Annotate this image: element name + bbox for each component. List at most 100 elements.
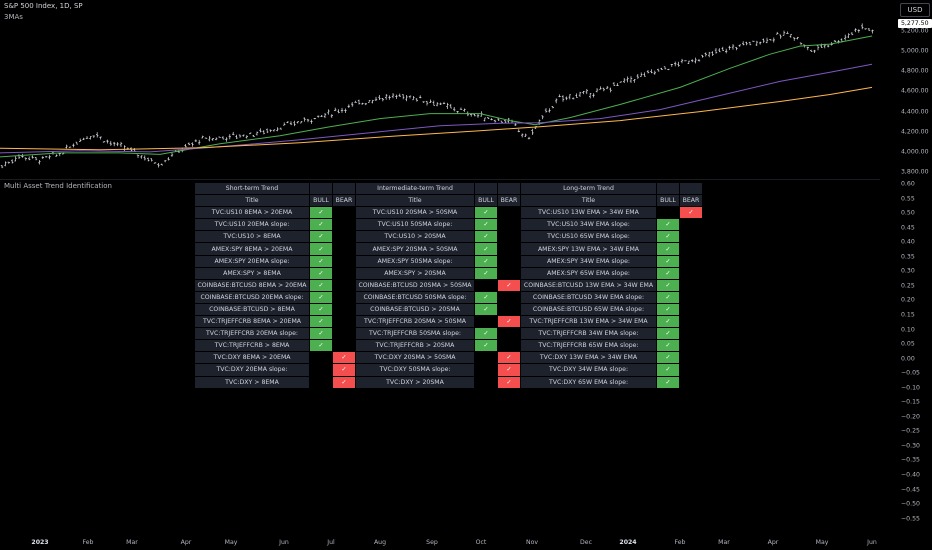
indicator-tick-label: 0.40 (901, 238, 915, 246)
condition-title-mid: AMEX:SPY 50SMA slope: (355, 254, 475, 268)
indicator-tick-label: −0.55 (901, 515, 920, 523)
price-chart[interactable] (0, 0, 880, 180)
bull-cell-mid: ✓ (474, 339, 498, 353)
condition-title-short: AMEX:SPY > 8EMA (194, 266, 310, 280)
bear-cell-long (679, 218, 703, 232)
condition-title-short: TVC:US10 20EMA slope: (194, 218, 310, 232)
time-tick-label: Nov (525, 539, 539, 546)
bull-cell-long: ✓ (656, 254, 680, 268)
pane-divider[interactable] (0, 179, 880, 180)
bear-cell-mid (497, 254, 521, 268)
condition-title-long: TVC:DXY 65W EMA slope: (520, 375, 657, 389)
bull-cell-long (656, 206, 680, 220)
bear-cell-short (332, 327, 356, 341)
indicator-tick-label: 0.10 (901, 326, 915, 333)
table-row: COINBASE:BTCUSD 20EMA slope: ✓ COINBASE:BT… (194, 290, 703, 304)
condition-title-long: TVC:US10 13W EMA > 34W EMA (520, 206, 657, 220)
bear-cell-short (332, 242, 356, 256)
subpane-label[interactable]: Multi Asset Trend Identification (4, 182, 112, 190)
condition-title-mid: COINBASE:BTCUSD > 20SMA (355, 302, 475, 317)
table-row: AMEX:SPY 20EMA slope: ✓ AMEX:SPY 50SMA slo… (194, 254, 703, 268)
indicator-label[interactable]: 3MAs (4, 13, 23, 21)
bull-cell-short: ✓ (309, 315, 333, 329)
time-tick-label: Mar (718, 539, 730, 546)
col-bull-long: BULL (656, 194, 680, 208)
bear-cell-long (679, 278, 703, 292)
bull-cell-short: ✓ (309, 242, 333, 256)
chart-title[interactable]: S&P 500 Index, 1D, SP (4, 2, 83, 10)
bear-col-short-top (332, 181, 356, 196)
table-row: AMEX:SPY 8EMA > 20EMA ✓ AMEX:SPY 20SMA > 5… (194, 242, 703, 256)
indicator-tick-label: −0.30 (901, 442, 920, 450)
bear-cell-mid: ✓ (497, 375, 521, 389)
time-axis[interactable]: 2023 Feb Mar Apr May Jun Jul Aug Sep Oct Nov Dec 202… (0, 530, 880, 550)
time-tick-label: Jun (867, 539, 877, 546)
table-row: TVC:TRJEFFCRB > 8EMA ✓ TVC:TRJEFFCRB > 20S… (194, 339, 703, 353)
bull-cell-long: ✓ (656, 339, 680, 353)
bear-cell-mid: ✓ (497, 363, 521, 377)
indicator-tick-label: −0.35 (901, 456, 920, 464)
col-bear-mid: BEAR (497, 194, 521, 208)
bull-col-mid-top (474, 181, 498, 196)
indicator-tick-label: 0.35 (901, 253, 915, 261)
bull-cell-short: ✓ (309, 230, 333, 244)
bear-cell-mid (497, 290, 521, 304)
col-title-short: Title (194, 194, 310, 208)
condition-title-long: AMEX:SPY 34W EMA slope: (520, 254, 657, 268)
bull-cell-long: ✓ (656, 218, 680, 232)
time-tick-label: Feb (82, 539, 94, 546)
condition-title-mid: TVC:DXY > 20SMA (355, 375, 475, 389)
price-tick-label: 4,400.00 (901, 108, 929, 116)
bull-cell-short (309, 351, 333, 365)
time-tick-label: Mar (126, 539, 138, 546)
indicator-axis[interactable]: 0.60 0.55 0.50 0.45 0.40 0.35 0.30 0.25 0.20 0.15… (880, 180, 932, 530)
bear-cell-long (679, 230, 703, 244)
table-row: TVC:DXY 20EMA slope: ✓ TVC:DXY 50SMA slope… (194, 363, 703, 377)
bear-cell-long (679, 254, 703, 268)
price-axis[interactable]: 5,200.00 5,000.00 4,800.00 4,600.00 4,400.00… (880, 0, 932, 180)
bull-cell-mid: ✓ (474, 230, 498, 244)
condition-title-short: COINBASE:BTCUSD > 8EMA (194, 302, 310, 317)
ma-mid-line (0, 63, 873, 154)
bear-cell-short: ✓ (332, 375, 356, 389)
bull-cell-short: ✓ (309, 218, 333, 232)
bull-cell-long: ✓ (656, 351, 680, 365)
condition-title-mid: AMEX:SPY 20SMA > 50SMA (355, 242, 475, 256)
condition-title-mid: COINBASE:BTCUSD 50SMA slope: (355, 290, 475, 304)
currency-button[interactable]: USD (900, 3, 930, 17)
bear-cell-long (679, 266, 703, 280)
time-tick-label: Dec (580, 539, 592, 546)
price-tick-label: 5,200.00 (901, 27, 929, 35)
bear-col-mid-top (497, 181, 521, 196)
bull-cell-long: ✓ (656, 302, 680, 317)
bear-cell-short (332, 206, 356, 220)
bull-cell-long: ✓ (656, 363, 680, 377)
bear-cell-mid (497, 242, 521, 256)
bear-cell-long (679, 339, 703, 353)
condition-title-short: AMEX:SPY 20EMA slope: (194, 254, 310, 268)
bull-cell-long: ✓ (656, 327, 680, 341)
col-bear-short: BEAR (332, 194, 356, 208)
bear-cell-mid: ✓ (497, 315, 521, 329)
condition-title-mid: COINBASE:BTCUSD 20SMA > 50SMA (355, 278, 475, 292)
price-tick-label: 4,000.00 (901, 148, 929, 156)
condition-title-short: TVC:DXY 8EMA > 20EMA (194, 351, 310, 365)
bull-cell-long: ✓ (656, 315, 680, 329)
condition-title-long: TVC:US10 34W EMA slope: (520, 218, 657, 232)
bear-cell-short (332, 339, 356, 353)
condition-title-long: TVC:TRJEFFCRB 65W EMA slope: (520, 339, 657, 353)
indicator-tick-label: −0.10 (901, 384, 920, 392)
condition-title-short: TVC:TRJEFFCRB 20EMA slope: (194, 327, 310, 341)
last-price-tag: 5,277.50 (898, 19, 932, 28)
table-group-header-row: Short-term Trend Intermediate-term Trend… (194, 181, 703, 196)
condition-title-long: TVC:DXY 13W EMA > 34W EMA (520, 351, 657, 365)
bull-cell-long: ✓ (656, 242, 680, 256)
col-bull-mid: BULL (474, 194, 498, 208)
time-tick-label: May (224, 539, 238, 546)
price-bars (0, 23, 874, 169)
indicator-tick-label: −0.20 (901, 413, 920, 421)
indicator-tick-label: 0.25 (901, 282, 915, 290)
bear-cell-mid: ✓ (497, 351, 521, 365)
bear-cell-long: ✓ (679, 206, 703, 220)
condition-title-mid: AMEX:SPY > 20SMA (355, 266, 475, 280)
